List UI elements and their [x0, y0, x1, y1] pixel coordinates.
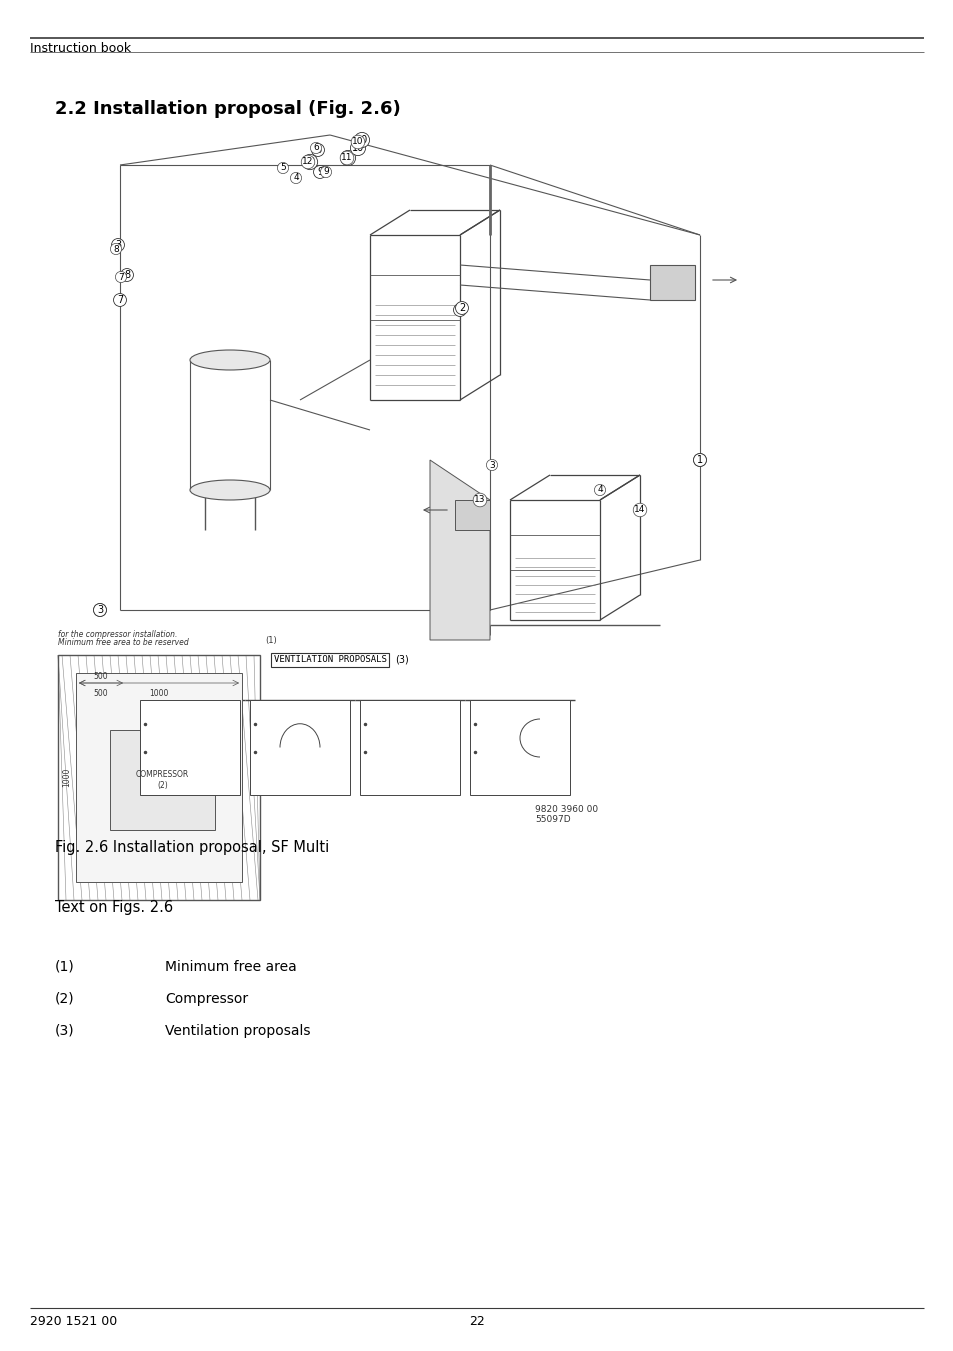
Text: Minimum free area to be reserved: Minimum free area to be reserved — [58, 638, 189, 647]
Text: 7: 7 — [118, 273, 124, 281]
Bar — [470, 700, 569, 794]
Text: 11: 11 — [341, 153, 354, 163]
Text: 5: 5 — [280, 163, 286, 173]
Text: 3: 3 — [489, 461, 495, 470]
Bar — [58, 655, 260, 900]
Text: ALT. 1  O  O: ALT. 1 O O — [160, 705, 199, 711]
Text: Fig. 2.6 Installation proposal, SF Multi: Fig. 2.6 Installation proposal, SF Multi — [55, 840, 329, 855]
Text: 22: 22 — [469, 1315, 484, 1328]
Bar — [250, 700, 350, 794]
Text: for the compressor installation.: for the compressor installation. — [58, 630, 177, 639]
Text: (1): (1) — [265, 636, 276, 644]
Text: Minimum free area: Minimum free area — [165, 961, 296, 974]
Bar — [649, 265, 695, 300]
Text: 1000: 1000 — [62, 767, 71, 788]
Text: ALT. 3  O  O: ALT. 3 O O — [379, 705, 419, 711]
Bar — [110, 730, 214, 830]
Text: 6: 6 — [314, 145, 321, 155]
Text: Text on Figs. 2.6: Text on Figs. 2.6 — [55, 900, 172, 915]
Text: 12: 12 — [302, 158, 314, 166]
Bar — [359, 700, 459, 794]
Text: 9: 9 — [323, 168, 329, 177]
Text: 500: 500 — [93, 671, 109, 681]
Text: COMPRESSOR
(2): COMPRESSOR (2) — [135, 770, 189, 790]
Text: 2: 2 — [456, 305, 462, 315]
Text: Ventilation proposals: Ventilation proposals — [165, 1024, 310, 1038]
Text: ALT. 4  O: ALT. 4 O — [490, 705, 519, 711]
Text: 9: 9 — [316, 168, 323, 177]
Text: 1000: 1000 — [150, 689, 169, 697]
Text: 4: 4 — [293, 173, 298, 182]
Text: 11: 11 — [341, 154, 353, 162]
Text: 3: 3 — [97, 605, 103, 615]
Text: 1: 1 — [697, 455, 702, 465]
Text: 2: 2 — [458, 303, 465, 313]
Ellipse shape — [190, 350, 270, 370]
Text: 2920 1521 00: 2920 1521 00 — [30, 1315, 117, 1328]
Text: 500: 500 — [93, 689, 109, 697]
Polygon shape — [430, 459, 490, 640]
Text: (3): (3) — [55, 1024, 74, 1038]
Text: 7: 7 — [117, 295, 123, 305]
Text: 1: 1 — [697, 455, 702, 465]
Text: Instruction book: Instruction book — [30, 42, 131, 55]
Text: 10: 10 — [352, 138, 363, 146]
Text: Compressor: Compressor — [165, 992, 248, 1006]
Text: VENTILATION PROPOSALS: VENTILATION PROPOSALS — [274, 655, 386, 665]
Bar — [455, 500, 490, 530]
Text: (2): (2) — [55, 992, 74, 1006]
Text: 2.2 Installation proposal (Fig. 2.6): 2.2 Installation proposal (Fig. 2.6) — [55, 100, 400, 118]
Text: 3: 3 — [114, 240, 121, 250]
Ellipse shape — [190, 480, 270, 500]
Text: (1): (1) — [55, 961, 74, 974]
Text: 8: 8 — [113, 245, 119, 254]
Text: 8: 8 — [124, 270, 130, 280]
Text: ALT. 2  O  O: ALT. 2 O O — [270, 705, 310, 711]
Text: 13: 13 — [474, 496, 485, 504]
Text: 9820 3960 00
55097D: 9820 3960 00 55097D — [535, 805, 598, 824]
Text: (3): (3) — [395, 655, 408, 665]
Text: 4: 4 — [597, 485, 602, 494]
Text: 6: 6 — [313, 143, 318, 153]
Text: 10: 10 — [352, 143, 364, 153]
Bar — [76, 673, 242, 882]
Bar — [140, 700, 240, 794]
Text: 12: 12 — [303, 157, 315, 168]
Text: 3: 3 — [97, 605, 103, 615]
Text: 10: 10 — [355, 135, 368, 145]
Text: 14: 14 — [634, 505, 645, 515]
